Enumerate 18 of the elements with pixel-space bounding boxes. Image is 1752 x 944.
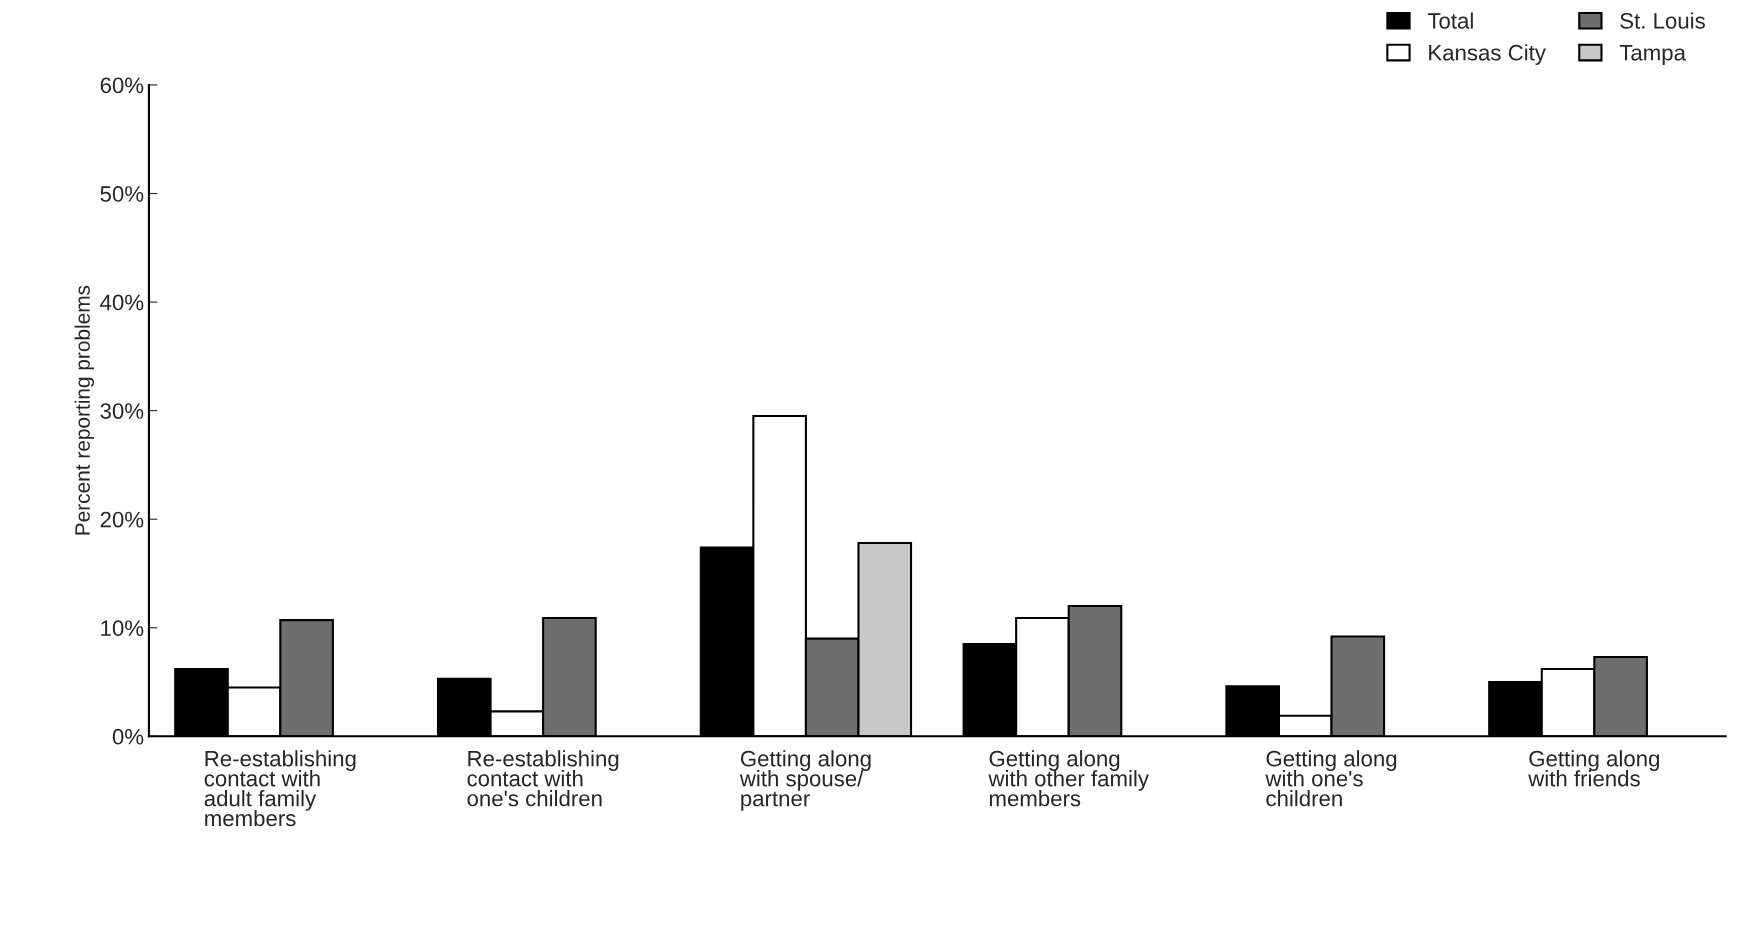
y-tick-label: 10%	[101, 620, 144, 637]
y-tick-label: 20%	[100, 511, 144, 528]
legend-label: Tampa	[1619, 45, 1686, 65]
x-tick-label: Re-establishing contact with adult family members	[204, 750, 356, 827]
y-axis-title: Percent reporting problems	[74, 285, 95, 535]
x-tick-label: Re-establishing contact with one's children	[467, 750, 619, 807]
legend-label: Total	[1427, 12, 1473, 29]
legend-label: St. Louis	[1620, 12, 1705, 29]
y-tick-label: 30%	[100, 403, 144, 419]
x-tick-label: Getting along with spouse/ partner	[739, 750, 871, 811]
y-tick-label: 40%	[100, 294, 144, 311]
legend-label: Kansas City	[1429, 44, 1546, 65]
y-tick-label: 50%	[100, 186, 144, 202]
y-tick-label: 60%	[100, 77, 144, 94]
x-tick-label: Getting along with friends	[1528, 750, 1659, 787]
x-tick-label: Getting along with one's children	[1265, 750, 1397, 807]
x-tick-label: Getting along with other family members	[988, 750, 1149, 807]
y-tick-label: 0%	[112, 728, 144, 745]
